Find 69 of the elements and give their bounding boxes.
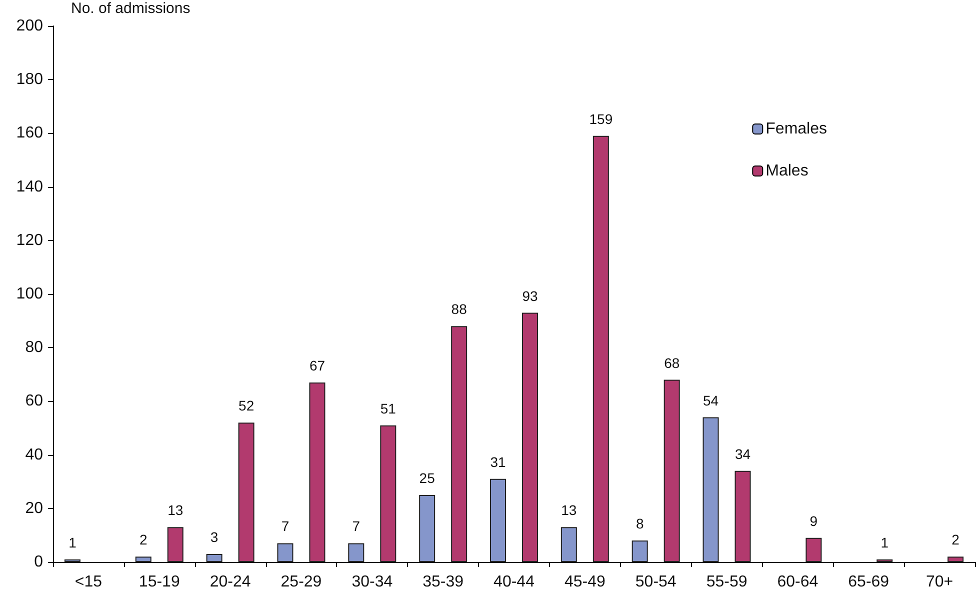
x-tick-label: 65-69 bbox=[848, 574, 890, 590]
y-tick-label: 0 bbox=[34, 554, 44, 570]
x-tick-label: 35-39 bbox=[422, 574, 464, 590]
bar bbox=[522, 312, 538, 562]
x-tick-label: 30-34 bbox=[352, 574, 393, 590]
data-label: 51 bbox=[380, 400, 396, 416]
y-tick-label: 40 bbox=[25, 446, 44, 464]
data-label: 68 bbox=[664, 354, 680, 371]
bar bbox=[734, 470, 751, 562]
data-label: 67 bbox=[309, 357, 326, 374]
y-tick-label: 120 bbox=[16, 232, 44, 249]
data-label: 88 bbox=[451, 301, 468, 318]
bar bbox=[419, 495, 436, 562]
bar bbox=[167, 527, 184, 562]
bar bbox=[380, 425, 396, 562]
bar bbox=[632, 540, 648, 562]
data-label: 2 bbox=[952, 532, 960, 548]
legend-label: Females bbox=[766, 120, 828, 138]
data-label: 1 bbox=[68, 534, 77, 550]
data-label: 1 bbox=[880, 534, 889, 550]
y-tick-label: 60 bbox=[25, 392, 44, 410]
bar bbox=[592, 136, 609, 562]
x-tick-label: 40-44 bbox=[494, 574, 535, 590]
data-label: 34 bbox=[734, 446, 751, 462]
bar bbox=[206, 554, 222, 562]
data-label: 54 bbox=[702, 392, 719, 408]
bar bbox=[309, 382, 326, 562]
y-tick-label: 160 bbox=[16, 124, 44, 142]
data-label: 2 bbox=[139, 532, 148, 548]
bar bbox=[806, 538, 822, 562]
x-tick-label: 70+ bbox=[926, 574, 954, 590]
x-tick-label: 60-64 bbox=[777, 574, 818, 590]
x-tick-label: 25-29 bbox=[280, 574, 322, 590]
bar bbox=[948, 556, 964, 562]
data-label: 13 bbox=[561, 502, 577, 518]
bar bbox=[702, 417, 719, 562]
x-tick-label: 45-49 bbox=[564, 574, 606, 590]
bar bbox=[490, 478, 506, 562]
data-label: 52 bbox=[238, 398, 254, 414]
data-label: 8 bbox=[636, 516, 644, 532]
bar bbox=[135, 556, 152, 562]
data-label: 31 bbox=[490, 454, 506, 470]
x-tick-label: <15 bbox=[74, 574, 102, 590]
x-tick-label: 55-59 bbox=[706, 574, 748, 590]
data-label: 25 bbox=[419, 470, 436, 486]
y-tick-label: 80 bbox=[25, 339, 44, 356]
data-label: 3 bbox=[210, 528, 218, 545]
legend-label: Males bbox=[766, 162, 808, 180]
data-label: 7 bbox=[352, 518, 360, 534]
bar bbox=[277, 543, 294, 562]
y-tick-label: 140 bbox=[16, 178, 44, 196]
y-tick-label: 20 bbox=[25, 500, 44, 517]
bar bbox=[238, 422, 254, 562]
data-label: 159 bbox=[589, 110, 613, 127]
y-tick-label: 180 bbox=[16, 71, 44, 88]
x-tick-label: 50-54 bbox=[635, 574, 676, 590]
x-tick-label: 20-24 bbox=[210, 574, 251, 590]
data-label: 7 bbox=[281, 518, 290, 534]
y-tick-label: 200 bbox=[16, 18, 44, 34]
bar bbox=[560, 527, 577, 562]
x-tick-label: 15-19 bbox=[138, 574, 180, 590]
data-label: 13 bbox=[168, 502, 184, 518]
bar bbox=[348, 543, 364, 562]
y-axis-title: No. of admissions bbox=[71, 0, 190, 17]
bar bbox=[451, 326, 468, 562]
bar bbox=[664, 380, 680, 562]
data-label: 9 bbox=[810, 512, 818, 529]
data-label: 93 bbox=[522, 288, 538, 304]
y-tick-label: 100 bbox=[16, 286, 44, 302]
